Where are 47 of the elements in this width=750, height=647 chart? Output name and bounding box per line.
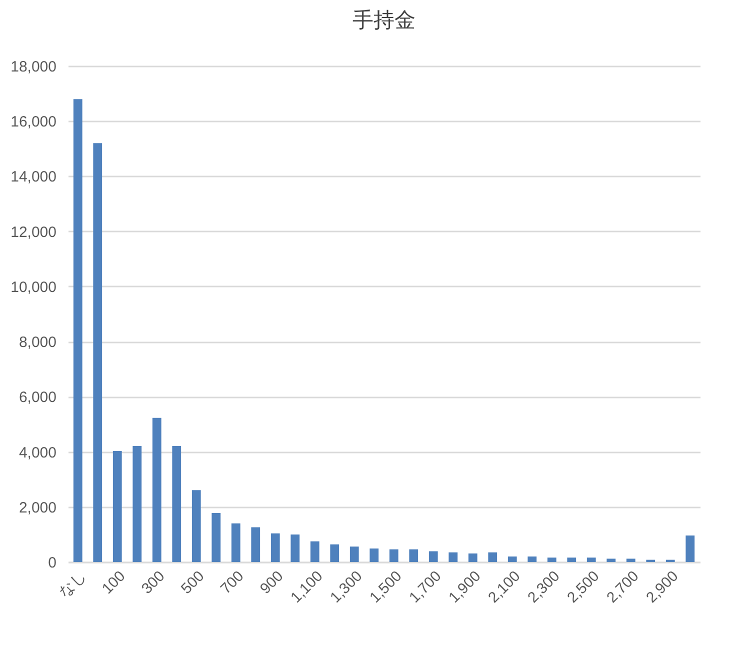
bar	[270, 533, 280, 562]
y-tick-label: 4,000	[18, 444, 56, 462]
x-tick-label: 700	[217, 568, 248, 598]
y-tick-label: 14,000	[10, 168, 56, 186]
y-tick-label: 6,000	[18, 389, 56, 406]
bar	[112, 450, 122, 562]
bar	[547, 558, 556, 562]
bar	[448, 552, 458, 562]
y-tick-label: 18,000	[10, 58, 56, 76]
bar	[73, 99, 82, 562]
bar	[172, 446, 182, 562]
bar	[468, 553, 478, 562]
y-tick-label: 0	[48, 554, 56, 572]
bar	[409, 549, 418, 562]
bar	[330, 544, 340, 562]
bar	[428, 551, 438, 562]
bar	[389, 549, 398, 562]
y-tick-label: 2,000	[18, 499, 56, 516]
x-tick-label: 900	[256, 568, 287, 598]
bar	[528, 556, 537, 562]
bar	[290, 534, 300, 562]
bar	[251, 527, 260, 562]
bar	[231, 523, 240, 562]
x-tick-label: 500	[178, 568, 208, 598]
x-tick-label: なし	[56, 568, 90, 602]
y-tick-label: 8,000	[18, 334, 56, 352]
bar	[567, 558, 576, 562]
y-tick-label: 16,000	[10, 114, 56, 131]
bar	[606, 558, 616, 562]
x-tick-label: 300	[138, 568, 168, 598]
bar	[192, 490, 201, 562]
bar	[508, 556, 517, 562]
bar	[626, 558, 636, 562]
bar	[370, 548, 379, 562]
bar	[132, 446, 142, 562]
chart-title: 手持金	[352, 9, 416, 32]
bar	[310, 541, 320, 562]
bar	[152, 418, 162, 562]
bar	[586, 558, 596, 562]
bar	[488, 552, 498, 562]
y-tick-label: 12,000	[10, 224, 56, 241]
y-tick-label: 10,000	[10, 278, 56, 296]
bar	[686, 536, 695, 562]
bar	[212, 512, 221, 562]
x-tick-label: 100	[98, 568, 129, 598]
bar	[93, 143, 102, 562]
bar	[350, 546, 359, 562]
